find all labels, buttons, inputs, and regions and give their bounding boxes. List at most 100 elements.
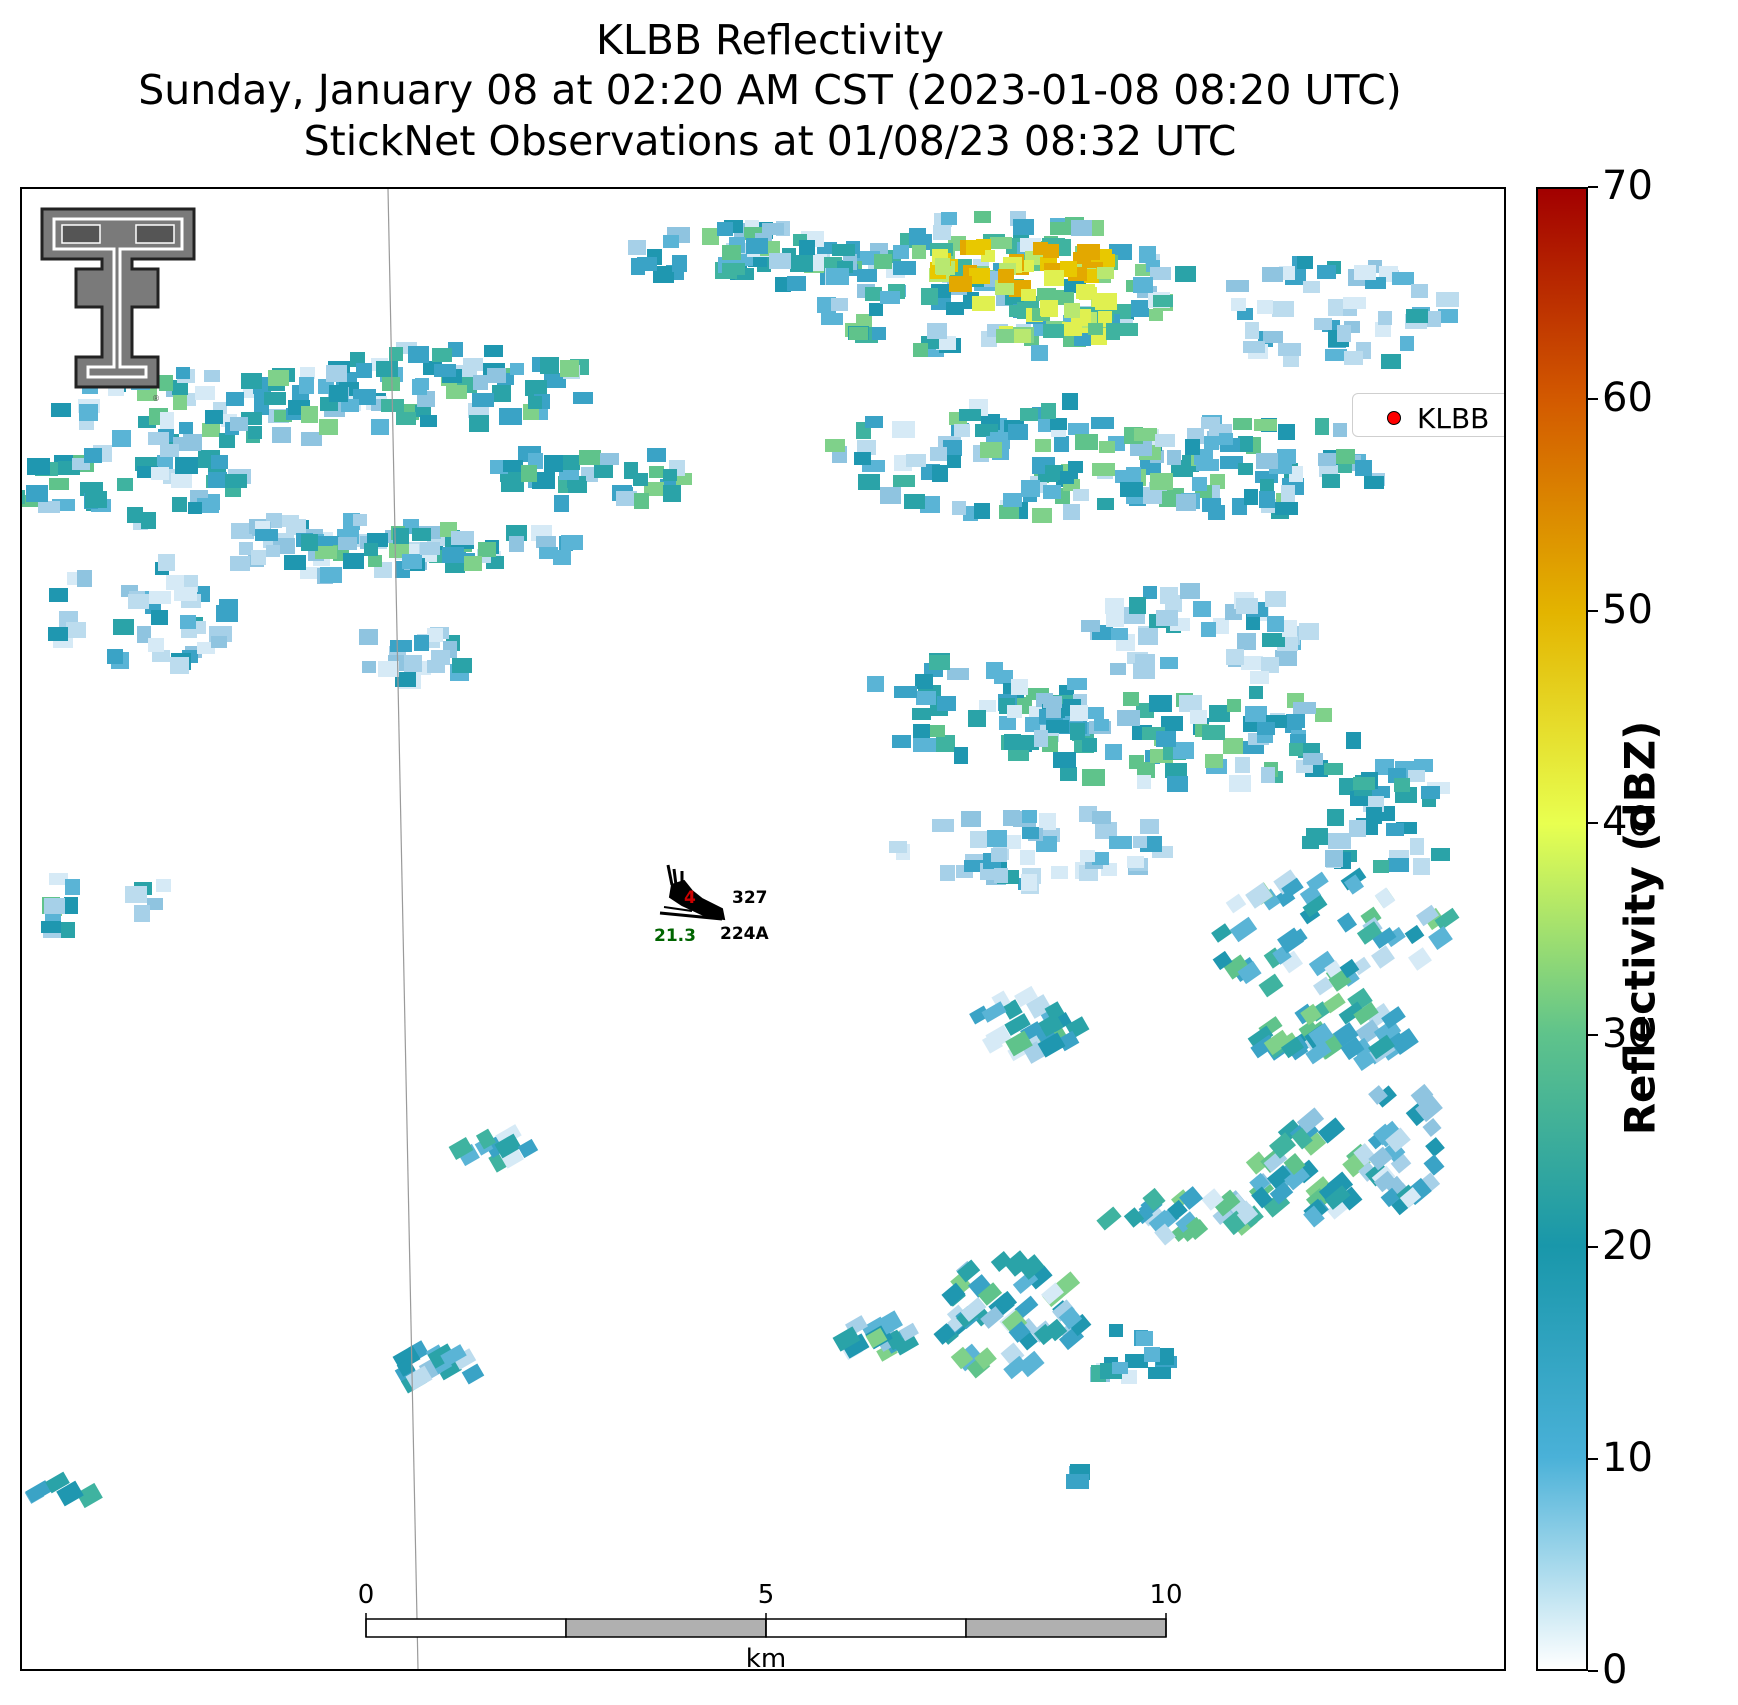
radar-echo-cell [970, 831, 987, 848]
radar-echo-cell [1223, 738, 1243, 754]
radar-echo-cell [1372, 927, 1397, 949]
radar-echo-cell [1058, 1306, 1083, 1330]
radar-echo-cell [107, 649, 123, 664]
radar-echo-cell [933, 1323, 956, 1345]
radar-echo-cell [49, 478, 69, 490]
radar-echo-cell [1340, 1036, 1365, 1061]
radar-echo-cell [893, 245, 909, 259]
radar-echo-cell [396, 412, 416, 425]
radar-echo-cell [1353, 777, 1375, 790]
radar-echo-cell [909, 228, 926, 245]
radar-echo-cell [990, 1251, 1013, 1272]
map-panel[interactable]: ® 4 327 21.3 224A [20, 187, 1506, 1671]
radar-echo-cell [25, 1480, 52, 1503]
radar-echo-cell [1226, 280, 1249, 292]
radar-echo-cell [127, 507, 143, 523]
radar-echo-cell [364, 543, 378, 556]
radar-echo-cell [947, 455, 961, 468]
radar-echo-cell [1192, 477, 1207, 491]
radar-echo-cell [769, 253, 791, 269]
radar-echo-cell [663, 235, 679, 248]
radar-echo-cell [231, 523, 254, 539]
radar-echo-cell [1368, 1034, 1395, 1060]
radar-echo-cell [1156, 610, 1178, 626]
radar-echo-cell [1063, 504, 1080, 520]
radar-echo-cell [77, 570, 92, 587]
radar-echo-cell [980, 1306, 1004, 1329]
radar-echo-cell [1317, 265, 1336, 279]
colorbar-tick [1588, 1670, 1598, 1672]
radar-echo-cell [966, 240, 985, 255]
radar-echo-cell [1283, 353, 1299, 367]
radar-echo-cell [85, 491, 107, 508]
radar-echo-cell [427, 660, 445, 673]
radar-echo-cell [1378, 311, 1392, 325]
radar-echo-cell [1371, 945, 1395, 969]
radar-echo-cell [1009, 305, 1025, 317]
radar-echo-cell [1408, 947, 1432, 971]
radar-echo-cell [1238, 436, 1253, 452]
radar-echo-cell [1051, 866, 1068, 879]
radar-echo-cell [1296, 1107, 1325, 1134]
radar-echo-cell [472, 393, 494, 407]
radar-echo-cell [1278, 424, 1295, 440]
radar-echo-cell [1095, 822, 1117, 839]
radar-echo-cell [76, 1482, 103, 1509]
radar-echo-cell [1022, 810, 1037, 823]
radar-echo-cell [946, 1304, 967, 1324]
radar-echo-cell [1421, 786, 1440, 799]
radar-echo-cell [1082, 769, 1105, 786]
radar-echo-cell [1232, 498, 1247, 515]
radar-echo-cell [1201, 417, 1220, 429]
radar-echo-cell [1060, 261, 1077, 277]
colorbar [1536, 187, 1588, 1671]
radar-echo-cell [1327, 809, 1344, 826]
radar-echo-cell [22, 490, 25, 504]
radar-echo-cell [854, 452, 871, 465]
radar-echo-cell [326, 365, 347, 382]
radar-echo-cell [561, 455, 580, 470]
radar-echo-cell [878, 1310, 903, 1335]
radar-echo-cell [151, 610, 168, 625]
radar-echo-cell [208, 472, 227, 488]
radar-echo-cell [343, 553, 364, 569]
chart-title: KLBB Reflectivity [596, 16, 944, 64]
radar-echo-cell [38, 501, 60, 513]
radar-echo-cell [1373, 860, 1389, 873]
radar-echo-cell [1256, 453, 1278, 469]
radar-echo-cell [56, 1480, 84, 1507]
radar-echo-cell [414, 635, 429, 651]
radar-echo-cell [1150, 267, 1171, 280]
radar-echo-cell [1373, 1018, 1402, 1045]
colorbar-tick-label: 0 [1602, 1647, 1628, 1693]
radar-echo-cell [1261, 657, 1279, 673]
colorbar-tick-label: 30 [1602, 1011, 1653, 1057]
radar-echo-cell [536, 536, 556, 548]
radar-echo-cell [995, 280, 1014, 295]
station-pressure: 327 [732, 888, 768, 908]
radar-echo-cell [452, 1348, 477, 1370]
radar-echo-cell [1245, 322, 1259, 339]
radar-echo-cell [371, 419, 389, 435]
radar-echo-cell [1040, 300, 1058, 316]
radar-echo-cell [1374, 887, 1396, 909]
radar-echo-cell [1333, 423, 1347, 437]
radar-echo-cell [1422, 1118, 1442, 1137]
radar-echo-cell [1050, 222, 1073, 235]
radar-echo-cell [412, 528, 431, 541]
radar-echo-cell [994, 868, 1008, 883]
radar-echo-cell [1280, 1036, 1305, 1059]
radar-echo-cell [156, 879, 171, 892]
radar-echo-cell [1273, 869, 1300, 895]
radar-echo-cell [1318, 453, 1336, 466]
radar-echo-cell [1235, 757, 1250, 773]
radar-echo-cell [1137, 775, 1151, 789]
radar-echo-cell [301, 534, 318, 551]
radar-echo-cell [628, 240, 646, 255]
radar-echo-cell [160, 412, 174, 429]
radar-echo-cell [1143, 487, 1162, 504]
radar-echo-cell [1243, 341, 1265, 353]
radar-echo-cell [573, 392, 593, 404]
radar-echo-cell [1071, 220, 1092, 236]
radar-echo-cell [1408, 770, 1425, 782]
